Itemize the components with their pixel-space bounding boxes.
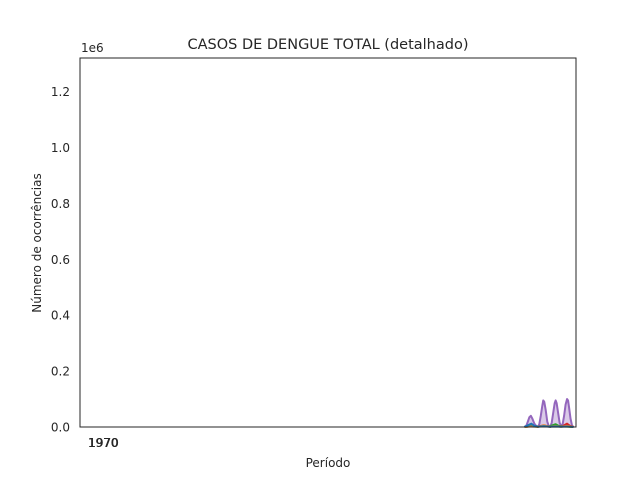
y-offset-label: 1e6 [81,41,104,55]
y-ticks: 0.0 0.2 0.4 0.6 0.8 1.0 1.2 [51,85,70,434]
x-axis-label: Período [306,456,351,470]
y-tick-label: 0.8 [51,197,70,211]
y-tick-label: 0.6 [51,253,70,267]
chart-title: CASOS DE DENGUE TOTAL (detalhado) [187,37,468,53]
y-tick-label: 0.4 [51,309,70,323]
y-tick-label: 0.0 [51,421,70,435]
y-tick-label: 1.2 [51,85,70,99]
series-layer [523,398,575,428]
y-tick-label: 1.0 [51,141,70,155]
plot-frame [79,57,577,428]
x-tick-label: 1970 [88,436,119,450]
y-axis-label: Número de ocorrências [30,173,44,313]
y-tick-label: 0.2 [51,365,70,379]
x-tick-label: 1970 [88,436,119,450]
